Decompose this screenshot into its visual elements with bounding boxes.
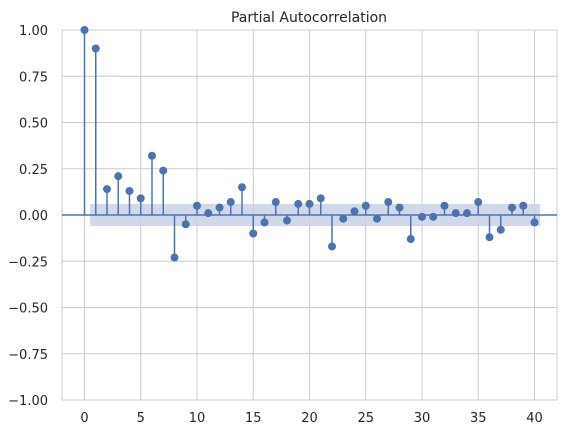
stem-point xyxy=(451,209,460,218)
stem-point xyxy=(215,203,224,212)
stem-point xyxy=(226,198,235,207)
stems xyxy=(80,26,539,262)
stem-point xyxy=(418,212,426,221)
x-tick-label: 10 xyxy=(189,411,206,426)
stem-point xyxy=(260,218,269,227)
stem-point xyxy=(136,194,145,203)
stem-point xyxy=(159,166,168,175)
x-tick-label: 40 xyxy=(526,411,543,426)
stem-point xyxy=(395,203,404,212)
y-tick-label: −0.25 xyxy=(8,255,48,270)
stem-point xyxy=(80,26,89,34)
y-tick-label: 0.50 xyxy=(19,117,48,132)
y-tick-label: −0.75 xyxy=(8,348,48,363)
stem-point xyxy=(148,151,156,160)
y-tick-label: 0.75 xyxy=(19,70,48,85)
stem-point xyxy=(170,253,179,262)
x-tick-label: 20 xyxy=(301,411,318,426)
y-tick-label: −0.50 xyxy=(8,302,48,317)
stem-point xyxy=(361,201,370,210)
x-tick-label: 0 xyxy=(80,411,88,426)
chart-title: Partial Autocorrelation xyxy=(231,10,387,26)
y-tick-label: 1.00 xyxy=(19,24,48,39)
stem-point xyxy=(305,199,314,208)
stem-point xyxy=(474,198,483,207)
x-tick-label: 25 xyxy=(357,411,374,426)
stem-point xyxy=(530,218,539,227)
stem-point xyxy=(328,242,336,251)
stem-point xyxy=(406,235,415,244)
y-axis-ticks: 1.00 0.75 0.50 0.25 0.00 −0.25 −0.50 −0.75 −1.00 xyxy=(8,24,48,409)
stem-point xyxy=(339,214,348,223)
x-axis-ticks: 0 5 10 15 20 25 30 35 40 xyxy=(80,411,542,426)
stem-point xyxy=(429,212,438,221)
stem-point xyxy=(294,199,303,208)
y-tick-label: −1.00 xyxy=(8,394,48,409)
stem-point xyxy=(373,214,381,223)
stem-point xyxy=(496,225,505,234)
stem-point xyxy=(283,216,291,225)
stem-point xyxy=(508,203,516,212)
x-tick-label: 35 xyxy=(470,411,487,426)
y-tick-label: 0.25 xyxy=(19,163,48,178)
stem-point xyxy=(125,186,134,195)
stem-point xyxy=(91,44,100,53)
stem-point xyxy=(440,201,449,210)
stem-point xyxy=(114,172,123,181)
stem-point xyxy=(485,233,494,242)
y-tick-label: 0.00 xyxy=(19,209,48,224)
x-tick-label: 15 xyxy=(245,411,262,426)
stem-point xyxy=(204,209,213,218)
stem-point xyxy=(238,183,246,192)
stem-point xyxy=(463,209,471,218)
stem-point xyxy=(519,201,528,210)
stem-point xyxy=(350,207,359,216)
stem-point xyxy=(103,185,111,194)
stem-point xyxy=(316,194,325,203)
stem-point xyxy=(384,198,393,207)
stem-point xyxy=(271,198,280,207)
stem-point xyxy=(193,201,201,210)
x-tick-label: 30 xyxy=(414,411,431,426)
x-tick-label: 5 xyxy=(137,411,145,426)
stem-point xyxy=(181,220,190,229)
stem-point xyxy=(249,229,258,238)
